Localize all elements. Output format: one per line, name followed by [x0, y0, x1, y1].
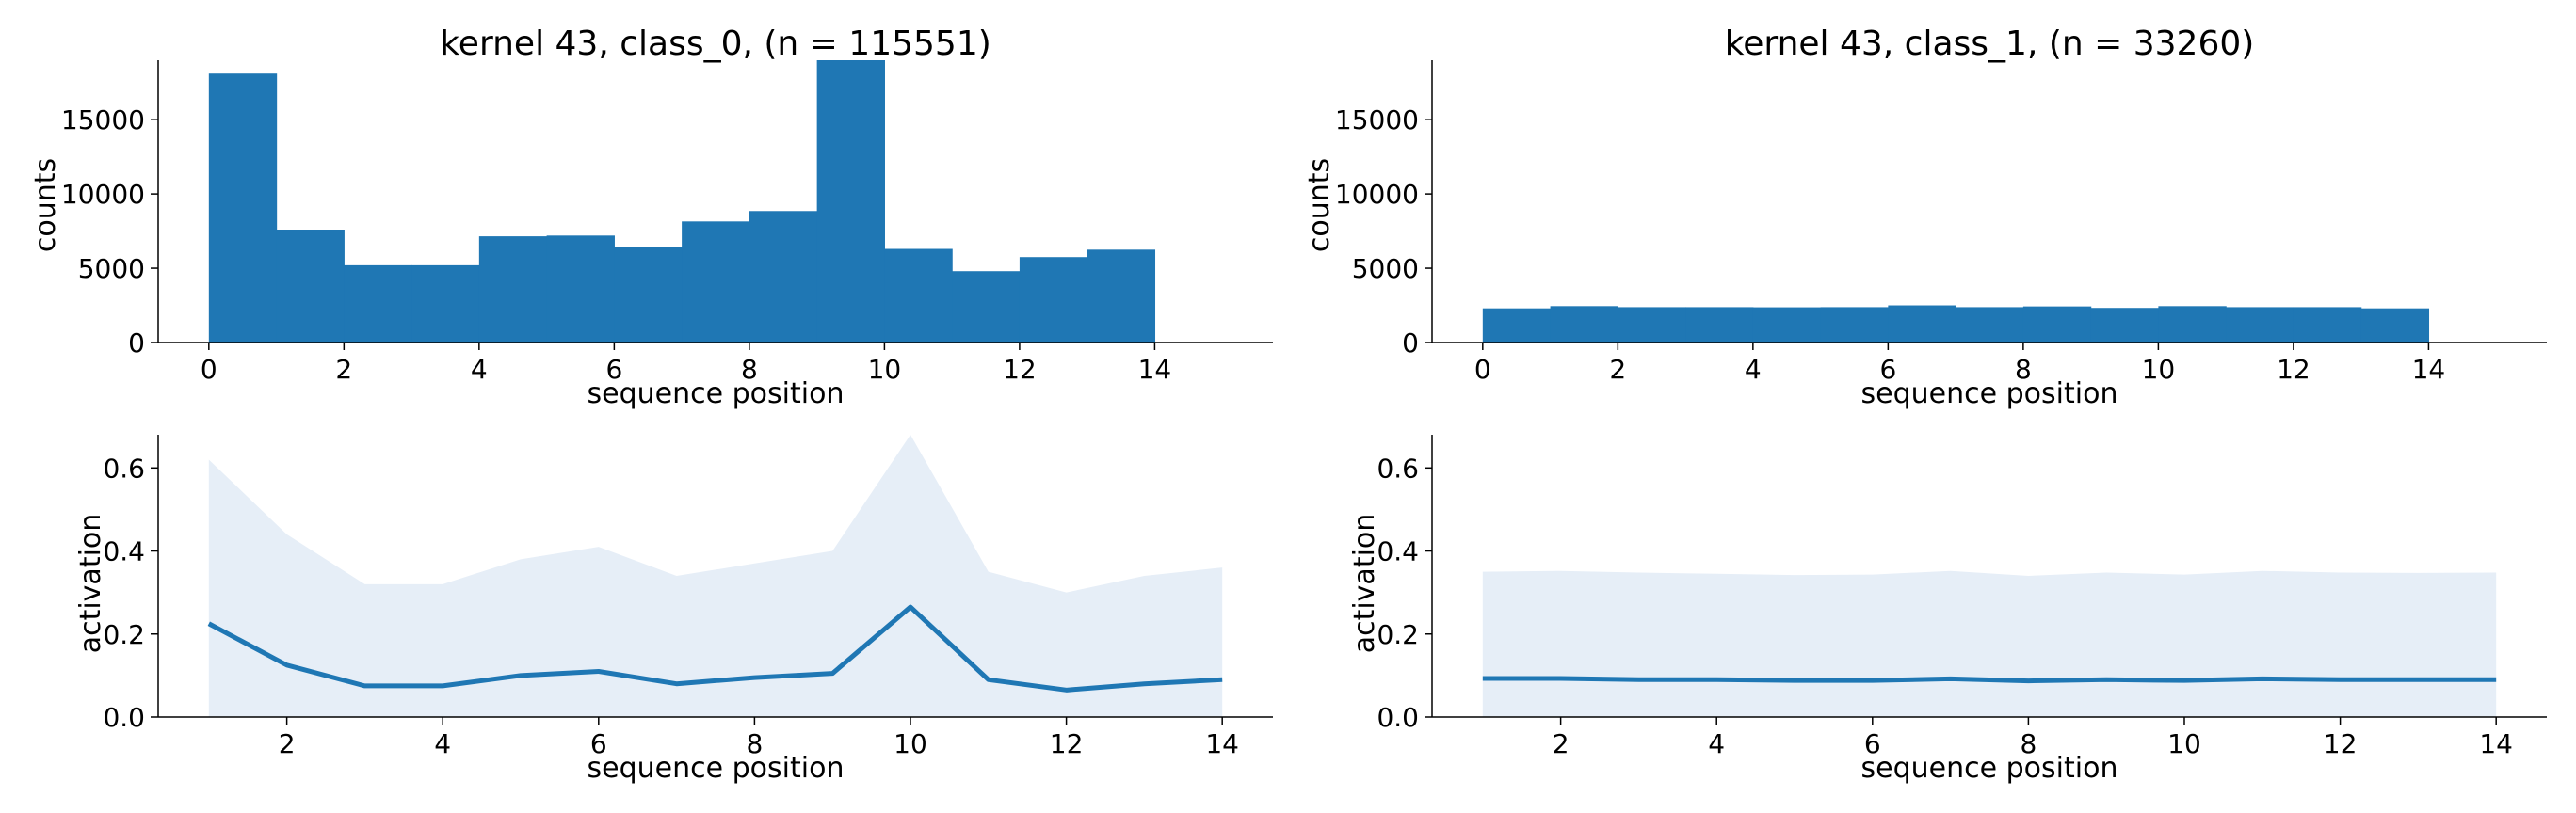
x-tick-label: 14: [1138, 354, 1172, 385]
histogram-bar: [816, 60, 885, 343]
y-tick-label: 0.4: [103, 536, 145, 567]
y-tick-label: 0.2: [103, 619, 145, 650]
y-tick-label: 5000: [78, 253, 145, 284]
y-axis-label: counts: [29, 158, 62, 252]
plot-marks: [1482, 570, 2497, 717]
activation-range-band: [1482, 570, 2497, 717]
x-tick-label: 0: [1474, 354, 1491, 385]
plot-marks: [207, 435, 1223, 717]
x-tick-label: 4: [1745, 354, 1762, 385]
histogram-bar: [1019, 257, 1088, 343]
histogram-bar: [1618, 307, 1686, 343]
y-tick-label: 0.0: [1377, 702, 1419, 733]
x-tick-label: 14: [2412, 354, 2446, 385]
x-tick-label: 12: [2324, 728, 2358, 759]
histogram-bar: [1888, 305, 1956, 343]
histogram-bar: [682, 221, 750, 343]
y-tick-label: 0.0: [103, 702, 145, 733]
x-tick-label: 8: [2020, 728, 2037, 759]
chart-title: kernel 43, class_0, (n = 115551): [440, 24, 991, 63]
x-tick-label: 10: [868, 354, 902, 385]
x-tick-label: 8: [741, 354, 758, 385]
x-tick-label: 12: [1003, 354, 1037, 385]
x-tick-label: 6: [590, 728, 607, 759]
x-tick-label: 8: [746, 728, 763, 759]
histogram-bar: [478, 236, 548, 343]
histogram-bar: [1482, 308, 1552, 343]
x-tick-label: 14: [1205, 728, 1239, 759]
x-tick-label: 12: [2277, 354, 2310, 385]
x-tick-label: 4: [1708, 728, 1725, 759]
x-tick-label: 6: [1864, 728, 1881, 759]
histogram-bar: [1956, 307, 2024, 343]
x-tick-label: 0: [201, 354, 217, 385]
x-tick-label: 10: [894, 728, 927, 759]
histogram-bar: [1820, 307, 1889, 343]
x-tick-label: 6: [605, 354, 622, 385]
histogram-bar: [1087, 249, 1156, 343]
x-tick-label: 2: [1553, 728, 1570, 759]
x-tick-label: 6: [1879, 354, 1896, 385]
mean-activation-line: [207, 604, 1223, 693]
y-tick-label: 5000: [1352, 253, 1419, 284]
y-tick-label: 0.4: [1377, 536, 1419, 567]
histogram-bar: [2360, 308, 2430, 343]
histogram-bar: [2090, 308, 2159, 343]
x-tick-label: 10: [2167, 728, 2201, 759]
y-tick-label: 0.6: [1377, 453, 1419, 484]
histogram-bar: [2293, 307, 2362, 343]
chart-title: kernel 43, class_1, (n = 33260): [1725, 24, 2255, 63]
histogram-bar: [2022, 306, 2092, 343]
y-axis-label: activation: [1348, 514, 1381, 654]
histogram-bar: [344, 264, 412, 343]
y-tick-label: 0.2: [1377, 619, 1419, 650]
histogram-bar: [546, 235, 615, 343]
chart-class1-activation: sequence position activation 2 4 6 8 10 12 14 0…: [1348, 435, 2547, 785]
histogram-bar: [276, 230, 345, 343]
x-tick-label: 8: [2015, 354, 2032, 385]
mean-activation-line: [1482, 676, 2497, 684]
x-tick-label: 2: [335, 354, 352, 385]
histogram-bar: [2158, 306, 2227, 343]
plot-marks: [208, 60, 1156, 343]
histogram-bar: [1550, 306, 1618, 343]
y-tick-label: 0: [128, 327, 145, 359]
chart-class0-activation: sequence position activation 2 4 6 8 10 12 14 0…: [74, 435, 1273, 785]
histogram-bar: [1752, 307, 1822, 343]
y-axis-label: activation: [74, 514, 107, 654]
x-tick-label: 14: [2479, 728, 2513, 759]
histogram-bar: [208, 73, 278, 343]
chart-class1-counts: kernel 43, class_1, (n = 33260) sequence…: [1303, 24, 2547, 410]
y-tick-label: 0: [1402, 327, 1419, 359]
histogram-bar: [884, 248, 953, 343]
x-tick-label: 2: [279, 728, 296, 759]
x-tick-label: 4: [471, 354, 488, 385]
histogram-bar: [952, 271, 1021, 343]
y-tick-label: 0.6: [103, 453, 145, 484]
histogram-bar: [749, 211, 818, 343]
y-tick-label: 15000: [61, 104, 145, 136]
plot-marks: [1482, 305, 2430, 343]
chart-class0-counts: kernel 43, class_0, (n = 115551) sequenc…: [29, 24, 1273, 410]
activation-range-band: [208, 435, 1223, 717]
y-tick-label: 10000: [61, 179, 145, 210]
x-tick-label: 4: [434, 728, 451, 759]
x-tick-label: 10: [2142, 354, 2176, 385]
x-axis-label: sequence position: [1861, 752, 2118, 785]
x-axis-label: sequence position: [588, 377, 845, 410]
histogram-bar: [1685, 307, 1754, 343]
y-tick-label: 15000: [1335, 104, 1419, 136]
y-tick-label: 10000: [1335, 179, 1419, 210]
x-axis-label: sequence position: [1861, 377, 2118, 410]
histogram-bar: [614, 247, 683, 343]
x-axis-label: sequence position: [588, 752, 845, 785]
x-tick-label: 2: [1609, 354, 1626, 385]
x-tick-label: 12: [1050, 728, 1084, 759]
histogram-bar: [2226, 307, 2294, 343]
y-axis-label: counts: [1303, 158, 1336, 252]
histogram-bar: [411, 264, 480, 343]
